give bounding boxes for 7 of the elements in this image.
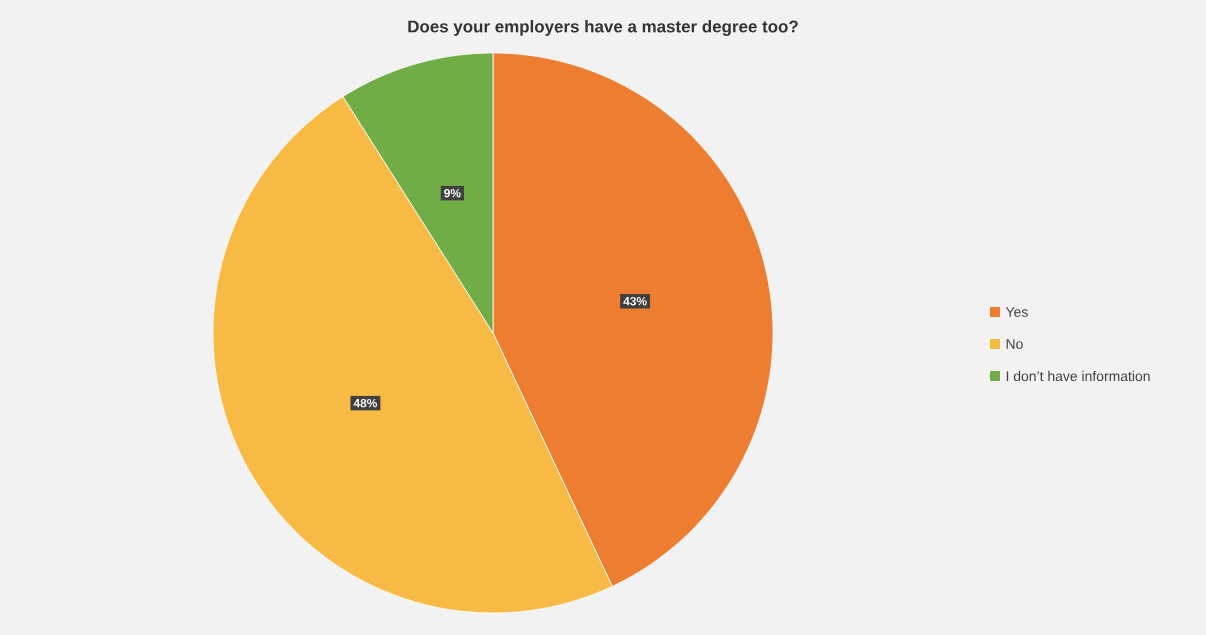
legend-label: Yes — [1005, 307, 1028, 317]
legend-label: I don’t have information — [1006, 370, 1150, 382]
data-label: 43% — [623, 297, 647, 306]
data-label: 9% — [444, 188, 461, 198]
legend-label: No — [1006, 339, 1023, 349]
data-label: 48% — [353, 398, 378, 408]
chart-title: Does your employers have a master degree too? — [408, 20, 798, 36]
